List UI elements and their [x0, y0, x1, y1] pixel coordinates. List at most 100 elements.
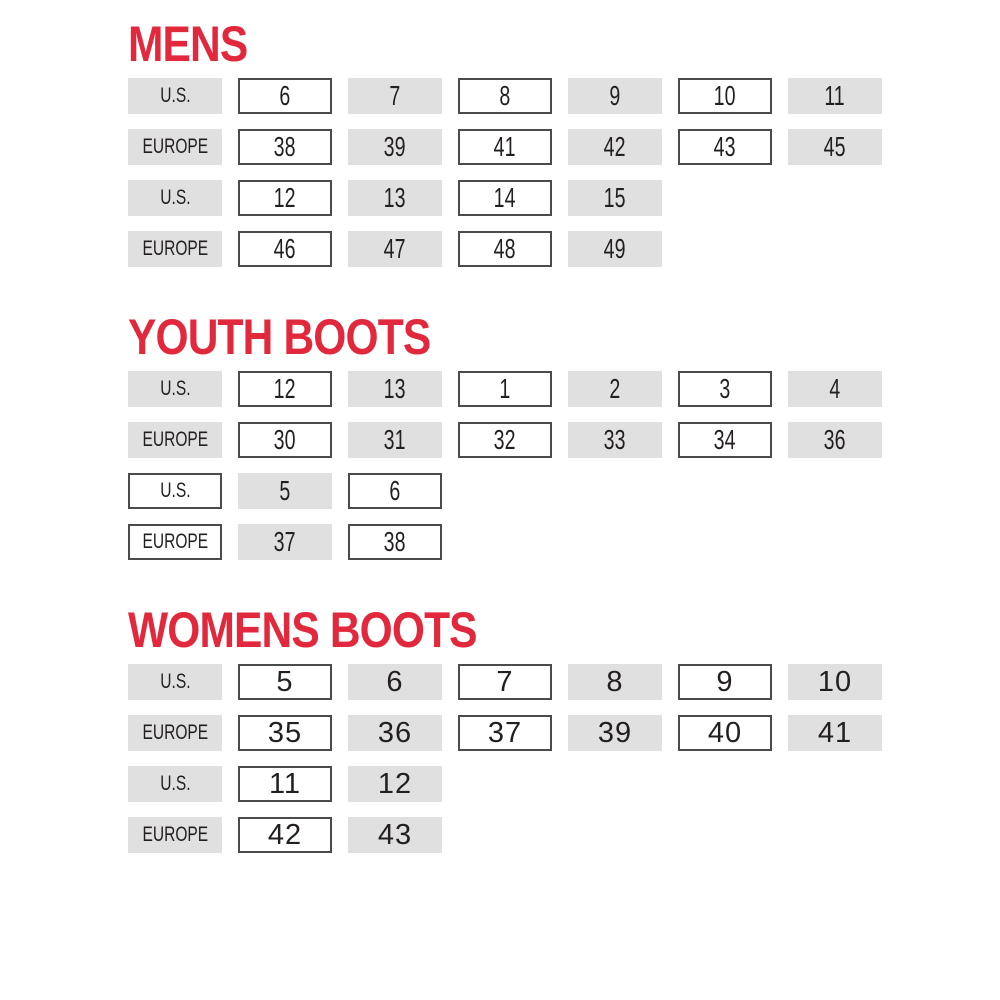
size-cell-value: 15	[604, 182, 626, 213]
size-cell: 13	[348, 180, 442, 216]
size-row: U.S. 12 13 1 2 3 4	[128, 371, 1000, 407]
size-cell: 1	[458, 371, 552, 407]
size-cell: 12	[238, 180, 332, 216]
size-cell-value: 3	[719, 373, 731, 404]
size-row: U.S. 5 6	[128, 473, 1000, 509]
size-cell: 10	[678, 78, 772, 114]
size-cell: 32	[458, 422, 552, 458]
size-table: U.S. 5 6 7 8 9 10 EUROPE 35 36 37 39 40 41	[128, 664, 1000, 751]
size-cell: 31	[348, 422, 442, 458]
size-cell-value: 30	[274, 424, 296, 455]
size-cell: 37	[238, 524, 332, 560]
size-cell-value: 37	[274, 526, 296, 557]
row-label-text: U.S.	[159, 377, 191, 400]
size-cell: 39	[348, 129, 442, 165]
size-row: EUROPE 46 47 48 49	[128, 231, 1000, 267]
size-cell-value: 37	[487, 716, 523, 749]
size-cell: 36	[788, 422, 882, 458]
size-cell: 8	[568, 664, 662, 700]
row-label: EUROPE	[128, 422, 222, 458]
size-table: U.S. 12 13 1 2 3 4 EUROPE 30 31 32 33 34 36	[128, 371, 1000, 458]
size-cell-value: 14	[494, 182, 516, 213]
section-title-text: YOUTH BOOTS	[128, 309, 431, 365]
size-cell-value: 10	[817, 665, 853, 698]
size-cell: 39	[568, 715, 662, 751]
size-row: U.S. 11 12	[128, 766, 1000, 802]
size-cell: 11	[788, 78, 882, 114]
size-cell-value: 5	[279, 475, 291, 506]
row-label-text: EUROPE	[142, 428, 208, 451]
size-cell: 47	[348, 231, 442, 267]
size-cell-value: 12	[377, 767, 413, 800]
size-cell-value: 10	[714, 80, 736, 111]
size-cell-value: 9	[716, 665, 734, 698]
row-label-text: EUROPE	[142, 237, 208, 260]
size-cell: 45	[788, 129, 882, 165]
size-row: EUROPE 30 31 32 33 34 36	[128, 422, 1000, 458]
row-label: U.S.	[128, 371, 222, 407]
row-label: U.S.	[128, 664, 222, 700]
size-cell-value: 43	[714, 131, 736, 162]
size-row: EUROPE 37 38	[128, 524, 1000, 560]
size-cell: 42	[238, 817, 332, 853]
size-cell-value: 43	[377, 818, 413, 851]
size-cell-value: 40	[707, 716, 743, 749]
size-cell-value: 39	[384, 131, 406, 162]
section-title-text: MENS	[128, 16, 248, 72]
size-cell: 5	[238, 473, 332, 509]
size-cell: 5	[238, 664, 332, 700]
size-cell-value: 39	[597, 716, 633, 749]
size-cell-value: 5	[276, 665, 294, 698]
size-cell-value: 8	[499, 80, 511, 111]
size-chart-section: WOMENS BOOTS U.S. 5 6 7 8 9 10 EUROPE 35 36 37 39 40 4…	[128, 605, 1000, 853]
size-cell: 41	[788, 715, 882, 751]
size-cell-value: 12	[274, 182, 296, 213]
size-cell-value: 2	[609, 373, 621, 404]
row-label-text: EUROPE	[142, 530, 208, 553]
size-cell-value: 9	[609, 80, 621, 111]
size-cell-value: 11	[824, 80, 846, 111]
size-cell: 3	[678, 371, 772, 407]
row-label: EUROPE	[128, 524, 222, 560]
size-cell-value: 34	[714, 424, 736, 455]
size-cell-value: 8	[606, 665, 624, 698]
size-cell-value: 12	[274, 373, 296, 404]
size-row: U.S. 12 13 14 15	[128, 180, 1000, 216]
size-cell-value: 42	[604, 131, 626, 162]
size-cell-value: 42	[267, 818, 303, 851]
size-cell: 41	[458, 129, 552, 165]
size-cell: 34	[678, 422, 772, 458]
size-cell-value: 38	[384, 526, 406, 557]
row-label-text: EUROPE	[142, 721, 208, 744]
row-label-text: U.S.	[159, 772, 191, 795]
size-table: U.S. 6 7 8 9 10 11 EUROPE 38 39 41 42 43 45	[128, 78, 1000, 165]
section-title: YOUTH BOOTS	[128, 309, 1000, 365]
size-cell: 37	[458, 715, 552, 751]
size-cell-value: 35	[267, 716, 303, 749]
size-cell: 38	[238, 129, 332, 165]
row-label-text: U.S.	[159, 186, 191, 209]
size-chart-section: YOUTH BOOTS U.S. 12 13 1 2 3 4 EUROPE 30 31 32 33 34 3…	[128, 309, 1000, 560]
row-label: U.S.	[128, 473, 222, 509]
size-cell: 4	[788, 371, 882, 407]
size-chart-section: MENS U.S. 6 7 8 9 10 11 EUROPE 38 39 41 42 43 45 U.S. 12…	[128, 16, 1000, 267]
size-cell: 9	[678, 664, 772, 700]
size-cell: 7	[458, 664, 552, 700]
size-cell: 33	[568, 422, 662, 458]
size-cell-value: 7	[389, 80, 401, 111]
size-cell: 8	[458, 78, 552, 114]
size-cell: 42	[568, 129, 662, 165]
row-label-text: U.S.	[159, 84, 191, 107]
size-cell: 7	[348, 78, 442, 114]
size-cell: 10	[788, 664, 882, 700]
size-cell: 2	[568, 371, 662, 407]
size-cell: 35	[238, 715, 332, 751]
row-label: EUROPE	[128, 817, 222, 853]
size-cell-value: 38	[274, 131, 296, 162]
size-cell: 38	[348, 524, 442, 560]
size-row: EUROPE 38 39 41 42 43 45	[128, 129, 1000, 165]
row-label: EUROPE	[128, 129, 222, 165]
size-cell: 9	[568, 78, 662, 114]
size-cell: 30	[238, 422, 332, 458]
